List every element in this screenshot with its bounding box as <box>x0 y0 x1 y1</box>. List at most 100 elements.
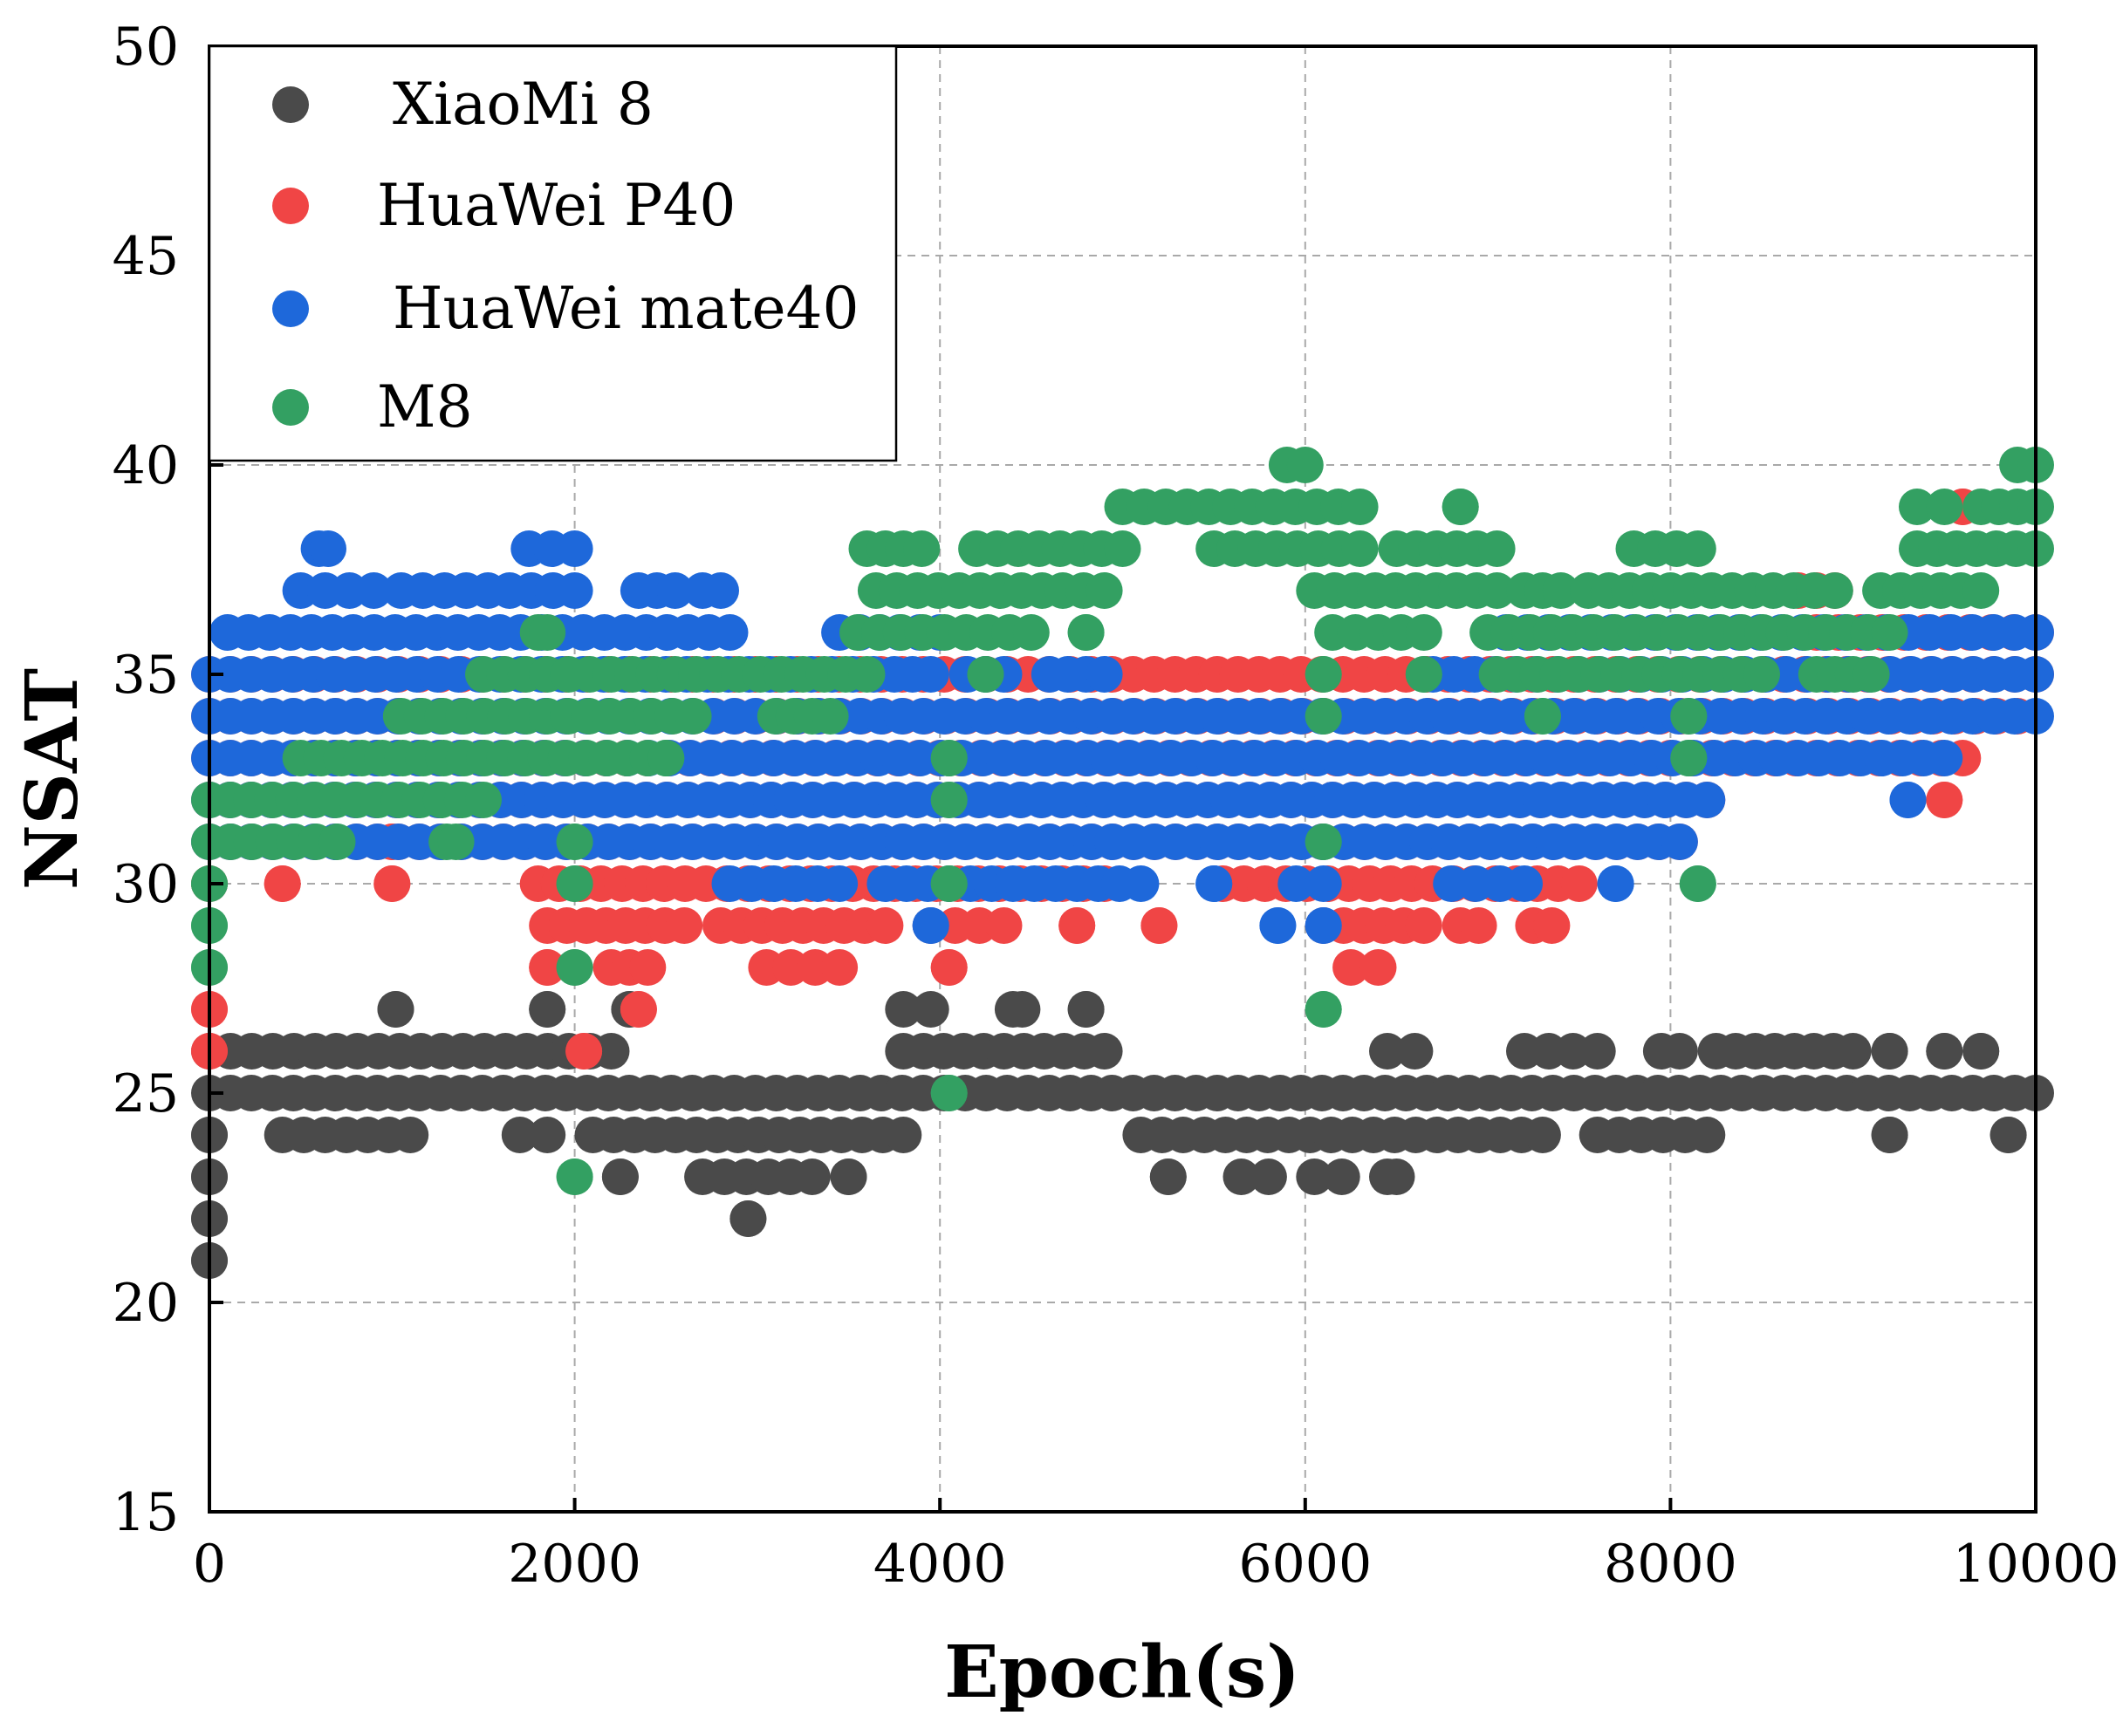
data-point <box>1542 572 1579 609</box>
data-point <box>1085 572 1123 609</box>
data-point <box>1149 1158 1187 1195</box>
data-point <box>1222 1158 1260 1195</box>
data-point <box>702 572 739 609</box>
data-point <box>318 824 356 860</box>
axis-ticks: 0 2000 4000 6000 8000 10000 15 20 25 30 35 40 45 50 <box>113 17 2120 1595</box>
data-point <box>930 865 968 902</box>
data-point <box>1122 865 1160 902</box>
data-point <box>866 907 904 944</box>
data-point <box>373 865 411 902</box>
data-point <box>529 991 566 1028</box>
data-point <box>903 530 941 567</box>
x-tick-label-4000: 4000 <box>873 1534 1007 1595</box>
data-point <box>711 614 749 651</box>
data-point <box>912 656 949 693</box>
y-tick-label-50: 50 <box>113 17 179 78</box>
data-point <box>1012 614 1050 651</box>
data-point <box>1442 489 1479 525</box>
data-point <box>1323 1158 1360 1195</box>
legend-marker-huawei-mate40 <box>272 290 309 327</box>
y-tick-label-30: 30 <box>113 854 179 915</box>
data-point <box>1871 1117 1908 1153</box>
data-point <box>1058 907 1096 944</box>
data-point <box>1296 1158 1333 1195</box>
data-point <box>848 656 886 693</box>
legend-label-huawei-p40: HuaWei P40 <box>377 172 736 239</box>
legend: XiaoMi 8 HuaWei P40 HuaWei mate40 M8 <box>208 44 898 462</box>
data-point <box>529 1117 566 1153</box>
data-point <box>1460 907 1497 944</box>
data-point <box>1405 614 1442 651</box>
data-point <box>1003 991 1041 1028</box>
series-0-points <box>191 991 2054 1279</box>
data-point <box>1926 782 1963 818</box>
data-point <box>529 614 566 651</box>
data-point <box>1305 907 1342 944</box>
data-point <box>1743 656 1780 693</box>
data-point <box>1661 824 1698 860</box>
data-point <box>1259 907 1297 944</box>
legend-marker-huawei-p40 <box>272 188 309 224</box>
data-point <box>821 949 859 986</box>
data-point <box>1305 698 1342 735</box>
x-axis-title: Epoch(s) <box>944 1630 1300 1714</box>
data-point <box>1195 865 1233 902</box>
x-tick-label-0: 0 <box>193 1534 226 1595</box>
y-tick-label-35: 35 <box>113 645 179 706</box>
data-point <box>912 991 949 1028</box>
data-point <box>1359 949 1397 986</box>
data-point <box>821 865 859 902</box>
data-point <box>592 1033 630 1070</box>
data-point <box>1579 1033 1616 1070</box>
data-point <box>1140 907 1178 944</box>
data-point <box>620 991 657 1028</box>
data-point <box>1670 698 1708 735</box>
data-point <box>930 1075 968 1111</box>
data-point <box>1852 656 1890 693</box>
data-point <box>930 949 968 986</box>
legend-label-xiaomi-8: XiaoMi 8 <box>393 71 654 138</box>
data-point <box>967 656 1004 693</box>
x-tick-label-6000: 6000 <box>1238 1534 1372 1595</box>
data-point <box>529 949 566 986</box>
data-point <box>1305 865 1342 902</box>
data-point <box>885 991 922 1028</box>
data-points <box>191 447 2054 1279</box>
data-point <box>1067 991 1105 1028</box>
data-point <box>1926 740 1963 776</box>
data-point <box>1305 656 1342 693</box>
legend-label-m8: M8 <box>377 373 473 441</box>
x-tick-label-2000: 2000 <box>508 1534 641 1595</box>
data-point <box>556 530 593 567</box>
data-point <box>930 782 968 818</box>
data-point <box>1085 1033 1123 1070</box>
data-point <box>930 740 968 776</box>
data-point <box>1332 949 1370 986</box>
data-point <box>601 1158 639 1195</box>
legend-marker-xiaomi-8 <box>272 86 309 123</box>
data-point <box>1533 907 1571 944</box>
data-point <box>1305 991 1342 1028</box>
data-point <box>647 740 685 776</box>
data-point <box>355 572 393 609</box>
data-point <box>556 865 593 902</box>
data-point <box>1889 782 1927 818</box>
data-point <box>985 907 1023 944</box>
data-point <box>1478 572 1516 609</box>
data-point <box>1871 614 1908 651</box>
data-point <box>1816 572 1853 609</box>
plot-frame <box>208 44 2037 1514</box>
legend-marker-m8 <box>272 389 309 426</box>
data-point <box>1679 865 1716 902</box>
data-point <box>1341 530 1379 567</box>
x-tick-label-10000: 10000 <box>1953 1534 2120 1595</box>
y-tick-label-15: 15 <box>113 1482 179 1543</box>
data-point <box>1369 1033 1406 1070</box>
data-point <box>1899 489 1935 525</box>
data-point <box>912 907 949 944</box>
data-point <box>793 1158 831 1195</box>
data-point <box>1378 1158 1415 1195</box>
y-tick-label-40: 40 <box>113 435 179 496</box>
data-point <box>729 1200 767 1237</box>
